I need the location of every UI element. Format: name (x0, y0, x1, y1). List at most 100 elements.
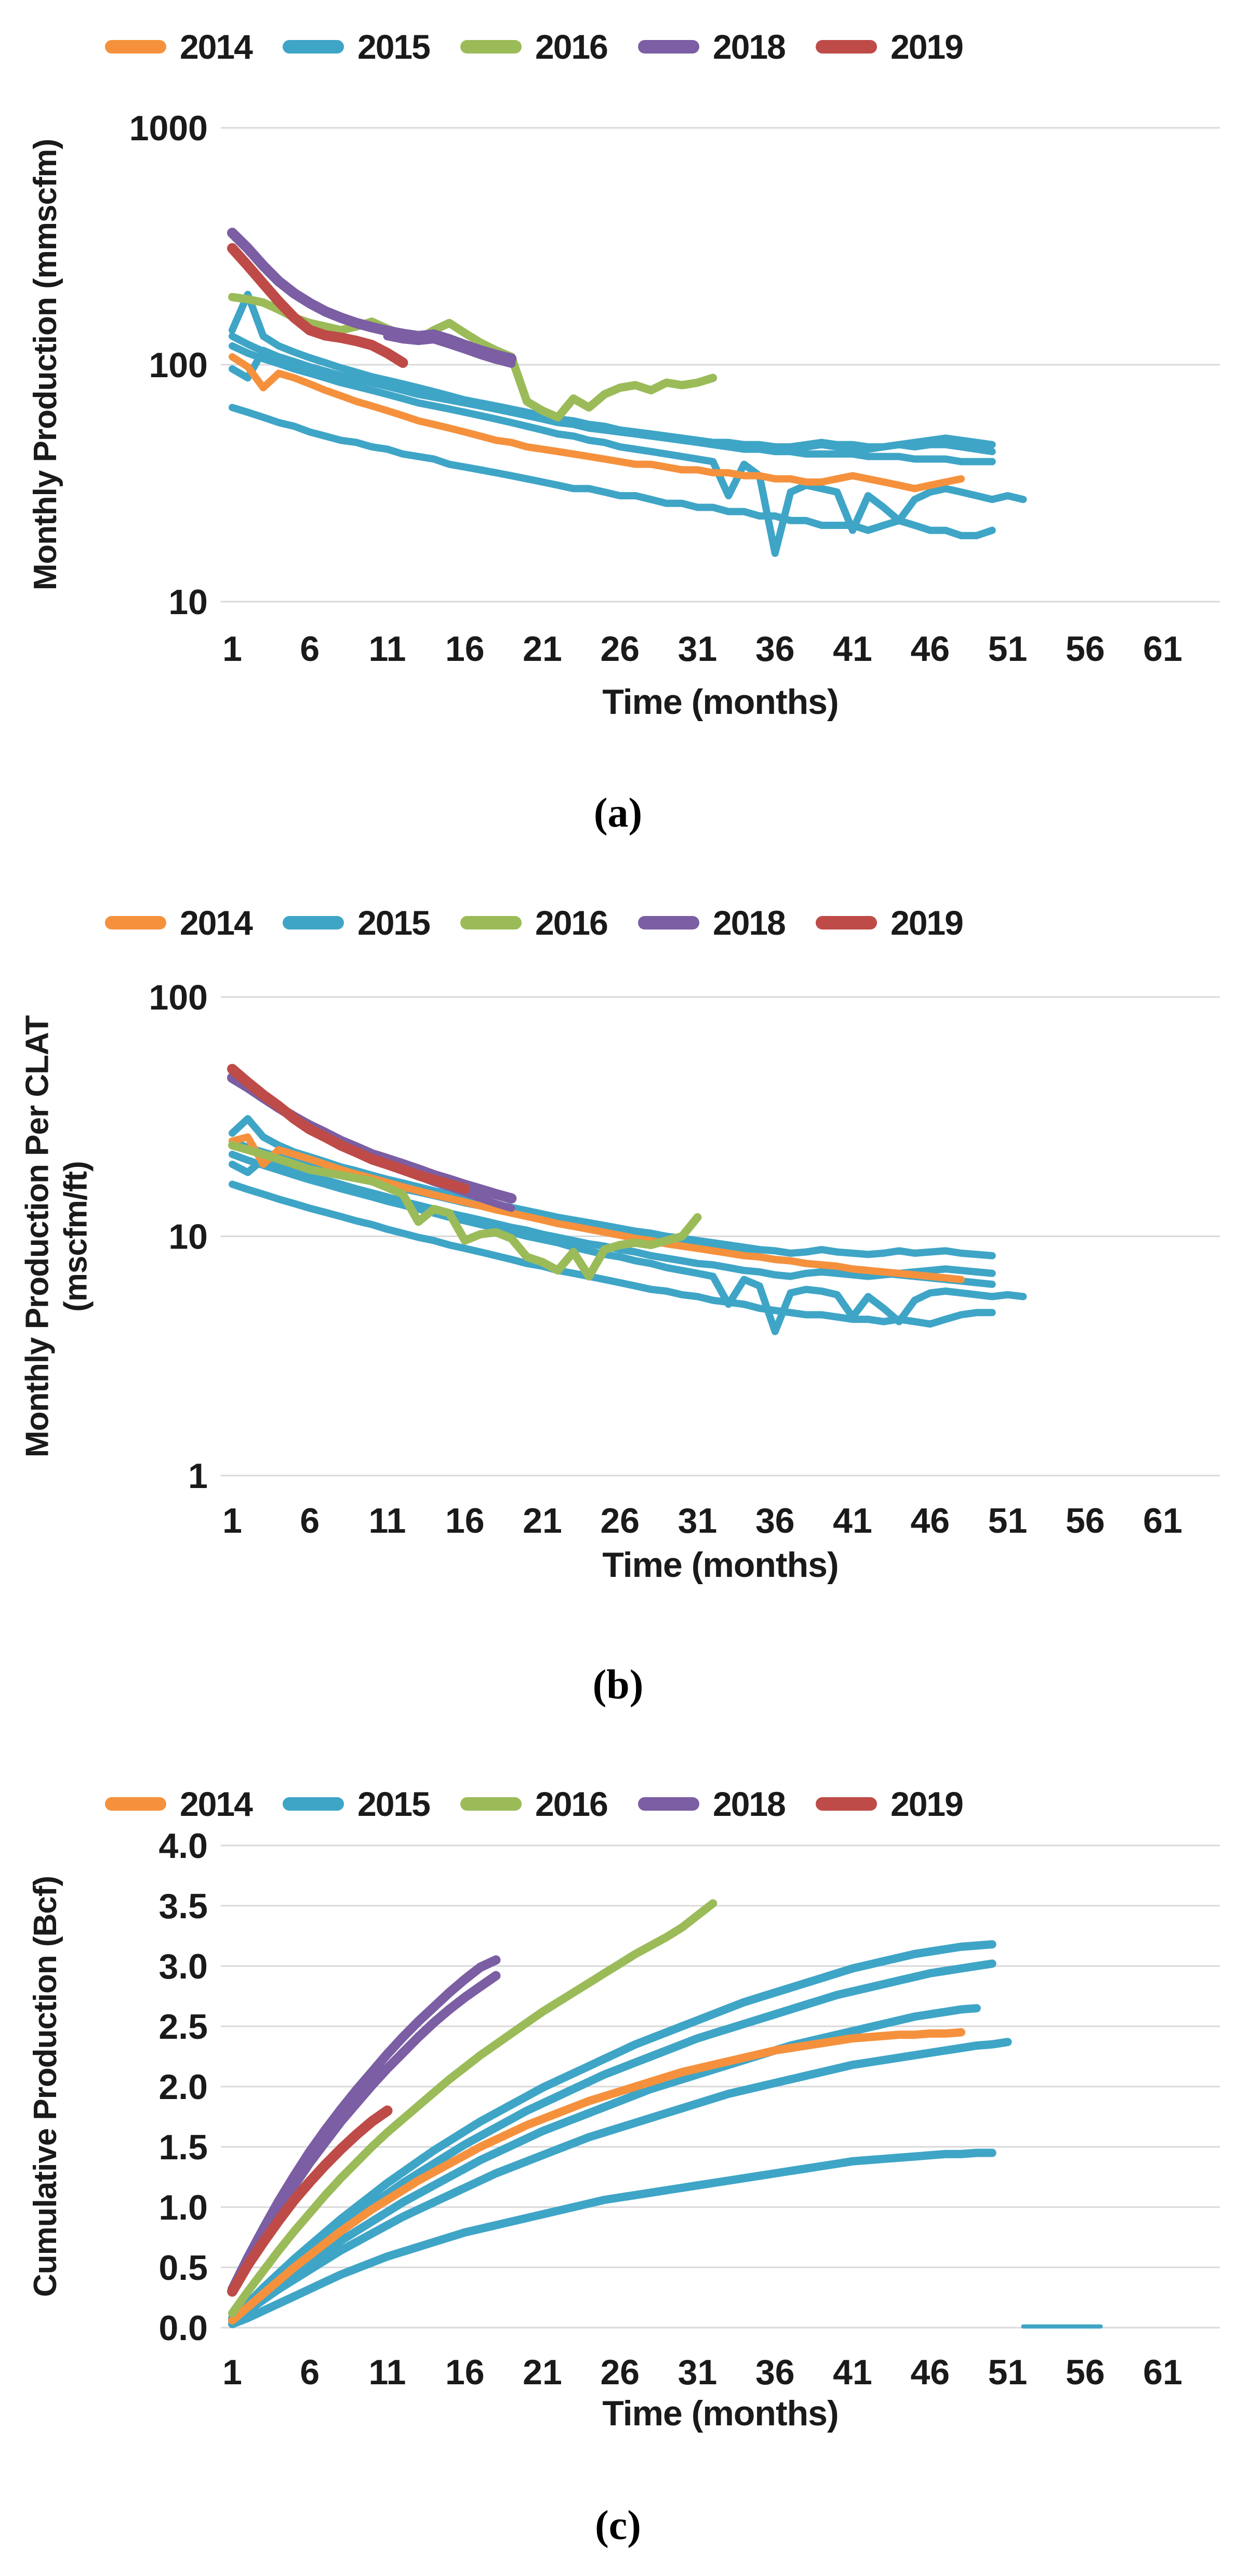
x-tick-label: 41 (833, 2353, 872, 2392)
x-tick-label: 61 (1143, 2353, 1182, 2392)
series-2016-well (228, 1899, 717, 2318)
x-tick-label: 31 (678, 629, 717, 669)
y-tick-label: 1.0 (158, 2188, 208, 2227)
legend-label-2018: 2018 (713, 28, 786, 66)
legend-item-2019: 2019 (816, 27, 993, 67)
series-2018-well-1 (228, 1955, 501, 2294)
legend-swatch-2019 (816, 916, 877, 930)
chart-a-x-axis-title: Time (months) (602, 682, 839, 722)
legend-item-2014: 2014 (105, 27, 283, 67)
x-tick-label: 61 (1143, 629, 1182, 669)
chart-a-y-axis-title: Monthly Production (mmscfm) (27, 139, 63, 591)
series-2018-well-1 (227, 228, 517, 364)
x-tick-label: 41 (833, 629, 872, 669)
series-2014-well (228, 2028, 965, 2325)
chart-b-caption: (b) (592, 1662, 644, 1708)
x-tick-label: 61 (1143, 1501, 1182, 1541)
chart-b-section: 100 10 1 1 6 11 16 21 26 31 36 41 46 51 56 61 2014 2015 2… (0, 864, 1236, 1741)
x-tick-label: 16 (445, 1501, 485, 1541)
legend-item-2019: 2019 (816, 1784, 993, 1824)
chart-c-y-axis-title: Cumulative Production (Bcf) (27, 1876, 63, 2298)
chart-a-legend: 2014 2015 2016 2018 2019 (105, 26, 993, 68)
x-tick-label: 26 (600, 1501, 640, 1541)
x-tick-label: 11 (369, 2353, 406, 2392)
legend-item-2015: 2015 (283, 27, 460, 67)
chart-b-y-axis-title: Monthly Production Per CLAT (mscfm/ft) (19, 1015, 94, 1458)
x-tick-label: 16 (445, 629, 485, 669)
series-2015-well-3 (229, 1150, 1027, 1335)
y-tick-label: 2.0 (158, 2067, 208, 2107)
x-tick-label: 26 (600, 629, 640, 669)
x-tick-label: 26 (600, 2353, 640, 2392)
legend-label-2016: 2016 (535, 1785, 608, 1823)
x-tick-label: 56 (1066, 629, 1105, 669)
y-tick-label: 100 (149, 978, 208, 1017)
series-2015-well-4 (228, 2038, 1012, 2326)
legend-item-2018: 2018 (638, 1784, 816, 1824)
legend-label-2016: 2016 (535, 28, 608, 66)
x-tick-label: 51 (988, 1501, 1028, 1541)
x-tick-label: 41 (833, 1501, 872, 1541)
series-2015-well-2 (229, 1137, 996, 1288)
x-tick-label: 21 (523, 1501, 562, 1541)
x-tick-label: 1 (222, 629, 242, 669)
series-2015-well-1 (228, 1940, 996, 2322)
legend-item-2014: 2014 (105, 1784, 283, 1824)
y-tick-label: 1 (188, 1456, 208, 1496)
legend-item-2015: 2015 (283, 1784, 460, 1824)
x-tick-label: 36 (755, 629, 795, 669)
x-tick-label: 51 (988, 629, 1028, 669)
legend-label-2019: 2019 (891, 28, 964, 66)
legend-item-2014: 2014 (105, 903, 283, 942)
legend-item-2018: 2018 (638, 903, 816, 942)
x-tick-label: 6 (300, 2353, 320, 2392)
chart-a-section: 1000 100 10 1 6 11 16 21 26 31 36 41 46 51 56 61 2014 20… (0, 0, 1236, 864)
x-tick-label: 46 (910, 1501, 950, 1541)
legend-label-2018: 2018 (713, 904, 786, 942)
x-tick-label: 36 (755, 1501, 795, 1541)
x-tick-label: 46 (910, 2353, 950, 2392)
legend-label-2019: 2019 (891, 904, 964, 942)
x-tick-label: 11 (369, 629, 406, 669)
x-tick-label: 21 (523, 2353, 562, 2392)
legend-item-2016: 2016 (460, 27, 638, 67)
legend-label-2015: 2015 (357, 28, 431, 66)
series-2014-well (229, 1133, 965, 1283)
legend-swatch-2019 (816, 1797, 877, 1811)
legend-item-2019: 2019 (816, 903, 993, 942)
chart-c-legend: 2014 2015 2016 2018 2019 (105, 1783, 993, 1825)
chart-b-legend: 2014 2015 2016 2018 2019 (105, 902, 993, 944)
chart-c-caption: (c) (595, 2503, 641, 2548)
y-tick-label: 3.5 (158, 1887, 208, 1926)
y-tick-label: 100 (149, 346, 208, 385)
x-tick-label: 16 (445, 2353, 485, 2392)
x-tick-label: 31 (678, 1501, 717, 1541)
chart-a-caption: (a) (593, 790, 643, 836)
x-tick-label: 6 (300, 1501, 320, 1541)
x-tick-label: 21 (523, 629, 562, 669)
series-2019-well (227, 1064, 470, 1194)
legend-swatch-2018 (638, 40, 699, 54)
legend-swatch-2015 (283, 40, 344, 54)
y-tick-label: 0.0 (158, 2308, 208, 2348)
legend-swatch-2016 (460, 1797, 522, 1811)
series-2015-well-3 (228, 2004, 981, 2325)
legend-item-2016: 2016 (460, 903, 638, 942)
legend-swatch-2015 (283, 1797, 344, 1811)
x-tick-label: 11 (369, 1501, 406, 1541)
series-2015-well-4 (229, 347, 996, 451)
legend-item-2018: 2018 (638, 27, 816, 67)
legend-swatch-2015 (283, 916, 344, 930)
legend-swatch-2014 (105, 916, 166, 930)
series-2019-well (227, 2105, 393, 2297)
chart-c-x-axis-title: Time (months) (602, 2394, 839, 2433)
chart-c-plot: 4.03.53.02.52.01.51.00.50.01 6 11 16 21 26 31 3… (158, 1826, 1220, 2392)
series-2014-well (229, 353, 965, 493)
x-tick-label: 56 (1066, 2353, 1105, 2392)
x-tick-label: 6 (300, 629, 320, 669)
legend-item-2016: 2016 (460, 1784, 638, 1824)
legend-label-2015: 2015 (357, 1785, 431, 1823)
